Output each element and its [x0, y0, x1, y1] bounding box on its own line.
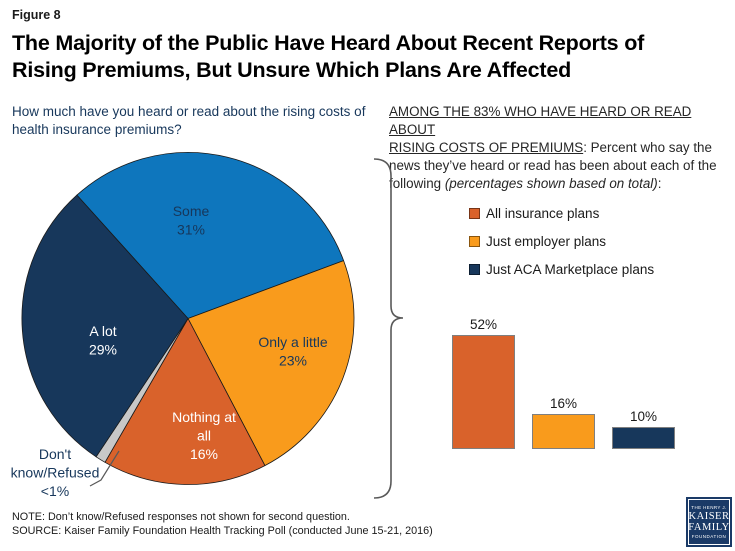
leader-line	[89, 450, 120, 487]
legend-item-just-aca-marketplace-plans: Just ACA Marketplace plans	[469, 262, 654, 277]
pie-slice-only-a-little	[187, 260, 355, 466]
pie-chart	[21, 152, 355, 485]
pie-label-don-t-know-refused: <1%	[41, 483, 69, 499]
pie-label-some: 31%	[177, 222, 205, 238]
bar-chart: 52% 16% 10%	[452, 311, 675, 449]
legend-swatch	[469, 208, 480, 219]
pie-label-don-t-know-refused: know/Refused	[11, 465, 100, 481]
pie-label-only-a-little: Only a little	[258, 334, 327, 350]
bar-just-aca-marketplace-plans	[612, 427, 675, 449]
pie-slice-some	[76, 152, 344, 319]
legend-swatch	[469, 236, 480, 247]
kff-logo-foundation: FOUNDATION	[691, 534, 727, 540]
title-line-1: The Majority of the Public Have Heard Ab…	[12, 31, 645, 55]
intro-underlined-line2: RISING COSTS OF PREMIUMS	[389, 139, 584, 155]
pie-label-a-lot: A lot	[89, 323, 116, 339]
note-line: NOTE: Don’t know/Refused responses not s…	[12, 511, 350, 523]
bar-group-just-aca-marketplace-plans: 10%	[612, 409, 675, 449]
intro-suffix: :	[657, 175, 662, 191]
pie-label-nothing-at-all: 16%	[190, 446, 218, 462]
pie-label-nothing-at-all: Nothing at	[172, 409, 236, 425]
brace-bracket	[373, 158, 404, 499]
legend-item-all-insurance-plans: All insurance plans	[469, 206, 654, 221]
bar-value-label: 52%	[469, 316, 498, 332]
page-title: The Majority of the Public Have Heard Ab…	[12, 30, 727, 85]
title-line-2: Rising Premiums, But Unsure Which Plans …	[12, 58, 572, 83]
pie-question: How much have you heard or read about th…	[12, 104, 366, 138]
legend-label: Just employer plans	[486, 234, 607, 249]
bar-value-label: 16%	[549, 395, 578, 411]
bar-chart-intro: AMONG THE 83% WHO HAVE HEARD OR READ ABO…	[389, 103, 731, 193]
legend-label: Just ACA Marketplace plans	[486, 262, 655, 277]
bar-group-just-employer-plans: 16%	[532, 396, 595, 449]
kff-logo-family: FAMILY	[688, 522, 730, 533]
bar-all-insurance-plans	[452, 334, 515, 449]
figure-number: Figure 8	[12, 8, 61, 22]
kff-logo-top-text: THE HENRY J.	[691, 504, 727, 510]
pie-label-only-a-little: 23%	[279, 353, 307, 369]
kff-logo-kaiser: KAISER	[688, 510, 730, 522]
footnote: NOTE: Don’t know/Refused responses not s…	[12, 510, 433, 539]
bar-group-all-insurance-plans: 52%	[452, 317, 515, 449]
legend-item-just-employer-plans: Just employer plans	[469, 234, 654, 249]
pie-label-some: Some	[173, 203, 210, 219]
bar-value-label: 10%	[629, 409, 658, 424]
legend-swatch	[469, 264, 480, 275]
pie-label-don-t-know-refused: Don't	[39, 446, 71, 462]
kff-logo: THE HENRY J. KAISER FAMILY FOUNDATION	[686, 497, 732, 547]
bar-just-employer-plans	[532, 413, 595, 449]
intro-italic: (percentages shown based on total)	[444, 175, 658, 191]
legend-label: All insurance plans	[486, 206, 600, 221]
pie-labels: Some 31% Only a little 23% Nothing at all 16% D…	[11, 203, 328, 499]
kff-logo-border: THE HENRY J. KAISER FAMILY FOUNDATION	[688, 499, 730, 545]
pie-slice-a-lot	[21, 194, 189, 458]
source-line: SOURCE: Kaiser Family Foundation Health …	[12, 525, 433, 538]
bar-legend: All insurance plans Just employer plans Ju…	[469, 206, 654, 290]
pie-label-nothing-at-all: all	[197, 428, 211, 444]
pie-slice-nothing-at-all	[104, 318, 266, 485]
pie-label-a-lot: 29%	[89, 342, 117, 358]
intro-underlined-line1: AMONG THE 83% WHO HAVE HEARD OR READ ABO…	[389, 104, 692, 137]
pie-slice-don-t-know-refused	[95, 318, 189, 463]
